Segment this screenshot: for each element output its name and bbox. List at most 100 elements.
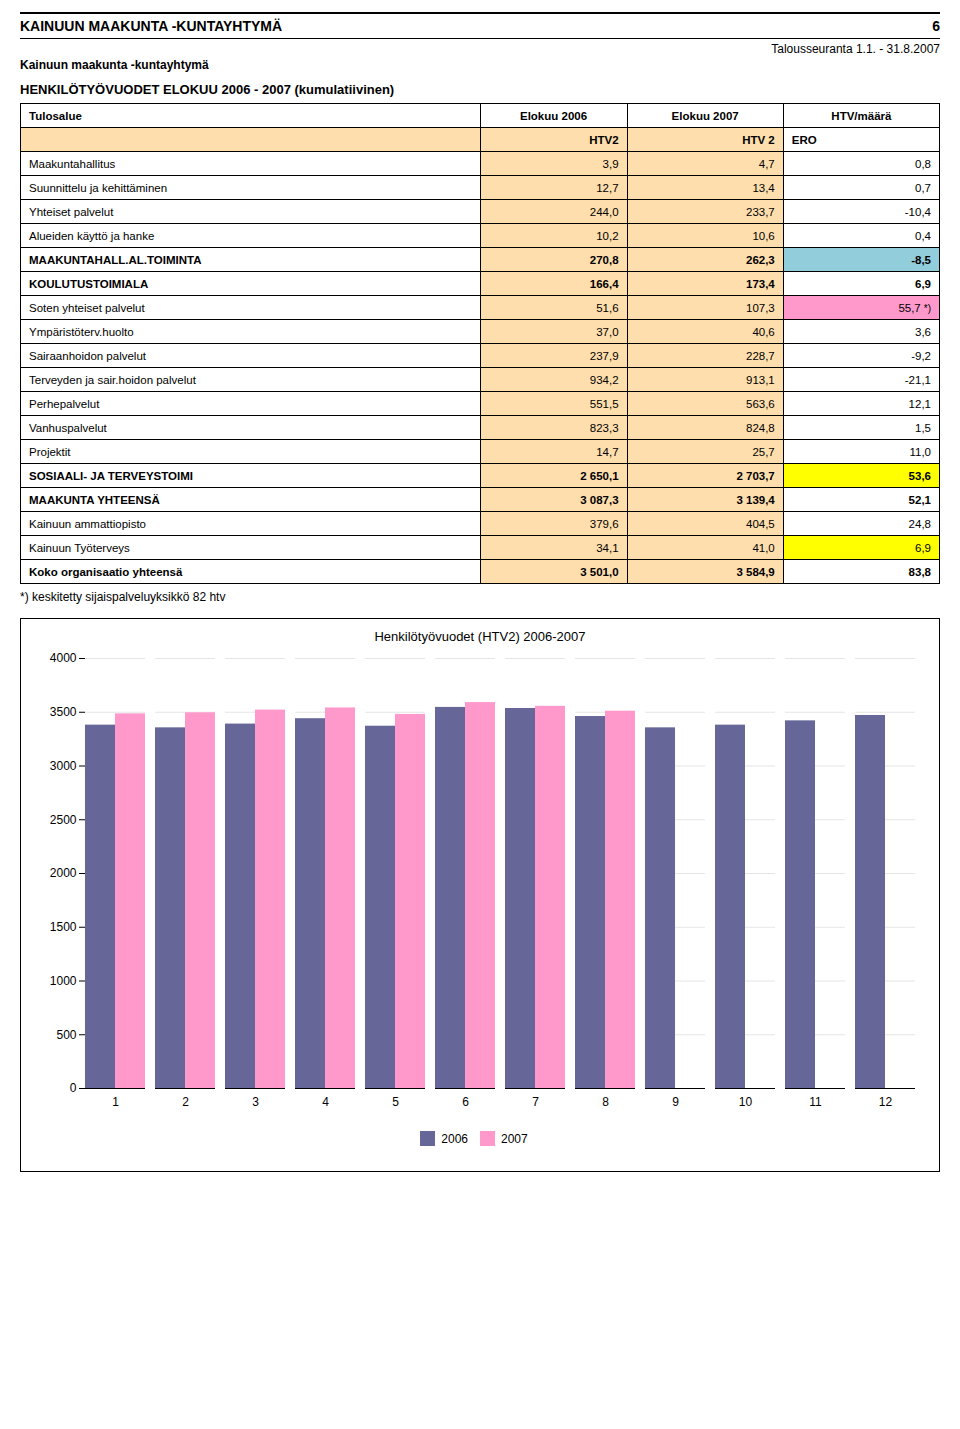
html-text:2007: 2007: [501, 1131, 528, 1146]
html-text:HENKILÖTYÖVUODET ELOKUU 2006 -: HENKILÖTYÖVUODET ELOKUU 2006 - 2007 (kum…: [20, 82, 395, 97]
html-text:55,7 *): 55,7 *): [898, 301, 931, 314]
html-text:0,4: 0,4: [915, 229, 931, 242]
html-text:14,7: 14,7: [596, 445, 619, 458]
svg-text:2000: 2000: [50, 866, 77, 880]
html-text:404,5: 404,5: [746, 517, 775, 530]
html-text:107,3: 107,3: [746, 301, 775, 314]
html-text:HTV2: HTV2: [589, 133, 619, 146]
svg-text:500: 500: [56, 1028, 76, 1042]
html-text:551,5: 551,5: [589, 397, 619, 410]
svg-text:2: 2: [182, 1095, 189, 1109]
html-text:10,2: 10,2: [596, 229, 619, 242]
html-text:Alueiden käyttö ja hanke: Alueiden käyttö ja hanke: [29, 229, 155, 242]
html-text:2006: 2006: [441, 1131, 468, 1146]
html-text:4,7: 4,7: [758, 157, 775, 170]
svg-text:7: 7: [532, 1095, 539, 1109]
html-text:-9,2: -9,2: [911, 349, 931, 362]
html-text:Elokuu 2007: Elokuu 2007: [671, 109, 739, 122]
html-text:MAAKUNTAHALL.AL.TOIMINTA: MAAKUNTAHALL.AL.TOIMINTA: [29, 253, 202, 266]
svg-text:1000: 1000: [50, 974, 77, 988]
html-text:Henkilötyövuodet (HTV2) 2006-2: Henkilötyövuodet (HTV2) 2006-2007: [374, 629, 586, 644]
svg-text:3500: 3500: [50, 705, 77, 719]
html-text:Tulosalue: Tulosalue: [29, 109, 82, 122]
html-text:40,6: 40,6: [752, 325, 775, 338]
html-text:37,0: 37,0: [596, 325, 619, 338]
svg-text:3: 3: [252, 1095, 259, 1109]
html-text:Perhepalvelut: Perhepalvelut: [29, 397, 100, 410]
html-text:SOSIAALI- JA TERVEYSTOIMI: SOSIAALI- JA TERVEYSTOIMI: [29, 469, 193, 482]
html-text:173,4: 173,4: [746, 277, 775, 290]
html-text:262,3: 262,3: [746, 253, 775, 266]
html-text:Yhteiset palvelut: Yhteiset palvelut: [29, 205, 114, 218]
html-text:53,6: 53,6: [908, 469, 931, 482]
html-text:270,8: 270,8: [589, 253, 619, 266]
html-text:934,2: 934,2: [589, 373, 619, 386]
html-text:-10,4: -10,4: [904, 205, 931, 218]
svg-text:2500: 2500: [50, 813, 77, 827]
html-text:6,9: 6,9: [915, 277, 931, 290]
html-text:12,1: 12,1: [908, 397, 931, 410]
svg-text:4: 4: [322, 1095, 329, 1109]
html-text:*) keskitetty sijaispalveluyks: *) keskitetty sijaispalveluyksikkö 82 ht…: [20, 590, 226, 604]
html-text:-21,1: -21,1: [904, 373, 931, 386]
svg-text:1500: 1500: [50, 920, 77, 934]
html-text:824,8: 824,8: [746, 421, 775, 434]
html-text:24,8: 24,8: [908, 517, 931, 530]
html-text:10,6: 10,6: [752, 229, 775, 242]
html-text:13,4: 13,4: [752, 181, 775, 194]
html-text:ERO: ERO: [791, 133, 817, 146]
html-text:52,1: 52,1: [908, 493, 931, 506]
html-text:233,7: 233,7: [746, 205, 775, 218]
html-text:Terveyden ja sair.hoidon palve: Terveyden ja sair.hoidon palvelut: [29, 373, 196, 386]
html-text:Talousseuranta 1.1. - 31.8.200: Talousseuranta 1.1. - 31.8.2007: [771, 42, 940, 56]
html-text:12,7: 12,7: [596, 181, 619, 194]
html-text:563,6: 563,6: [746, 397, 775, 410]
html-text:-8,5: -8,5: [911, 253, 931, 266]
svg-text:12: 12: [879, 1095, 893, 1109]
html-text:Soten yhteiset palvelut: Soten yhteiset palvelut: [29, 301, 145, 314]
html-text:KAINUUN MAAKUNTA -KUNTAYHTYMÄ: KAINUUN MAAKUNTA -KUNTAYHTYMÄ: [20, 18, 283, 34]
html-text:913,1: 913,1: [746, 373, 775, 386]
html-text:3 139,4: 3 139,4: [736, 493, 775, 506]
html-text:2 703,7: 2 703,7: [736, 469, 775, 482]
svg-text:9: 9: [672, 1095, 679, 1109]
html-text:HTV/määrä: HTV/määrä: [831, 109, 892, 122]
html-text:237,9: 237,9: [589, 349, 619, 362]
svg-text:4000: 4000: [50, 651, 77, 665]
html-text:166,4: 166,4: [589, 277, 619, 290]
html-text:228,7: 228,7: [746, 349, 775, 362]
html-text:25,7: 25,7: [752, 445, 775, 458]
svg-text:8: 8: [602, 1095, 609, 1109]
html-text:379,6: 379,6: [589, 517, 619, 530]
html-text:0,8: 0,8: [915, 157, 931, 170]
svg-text:6: 6: [462, 1095, 469, 1109]
html-text:Sairaanhoidon palvelut: Sairaanhoidon palvelut: [29, 349, 146, 362]
html-text:KOULUTUSTOIMIALA: KOULUTUSTOIMIALA: [29, 277, 149, 290]
html-text:Kainuun ammattiopisto: Kainuun ammattiopisto: [29, 517, 146, 530]
html-text:51,6: 51,6: [596, 301, 619, 314]
html-text:Projektit: Projektit: [29, 445, 71, 458]
html-text:Kainuun maakunta -kuntayhtymä: Kainuun maakunta -kuntayhtymä: [20, 58, 209, 72]
svg-text:10: 10: [739, 1095, 753, 1109]
html-text:3,6: 3,6: [915, 325, 931, 338]
html-text:Maakuntahallitus: Maakuntahallitus: [29, 157, 116, 170]
html-text:2 650,1: 2 650,1: [580, 469, 619, 482]
html-text:HTV 2: HTV 2: [742, 133, 775, 146]
html-text:11,0: 11,0: [909, 445, 931, 458]
svg-text:0: 0: [70, 1081, 77, 1095]
html-text:Elokuu 2006: Elokuu 2006: [520, 109, 588, 122]
svg-text:5: 5: [392, 1095, 399, 1109]
html-text:244,0: 244,0: [589, 205, 619, 218]
svg-text:1: 1: [112, 1095, 119, 1109]
html-text:Ympäristöterv.huolto: Ympäristöterv.huolto: [29, 325, 134, 338]
html-text:MAAKUNTA YHTEENSÄ: MAAKUNTA YHTEENSÄ: [29, 493, 160, 506]
html-text:Vanhuspalvelut: Vanhuspalvelut: [29, 421, 107, 434]
html-text:Suunnittelu ja kehittäminen: Suunnittelu ja kehittäminen: [29, 181, 168, 194]
html-text:0,7: 0,7: [915, 181, 931, 194]
html-text:1,5: 1,5: [915, 421, 931, 434]
html-text:3 087,3: 3 087,3: [580, 493, 619, 506]
svg-text:11: 11: [809, 1095, 822, 1109]
html-text:3,9: 3,9: [602, 157, 619, 170]
html-text:823,3: 823,3: [589, 421, 619, 434]
svg-text:3000: 3000: [50, 759, 77, 773]
